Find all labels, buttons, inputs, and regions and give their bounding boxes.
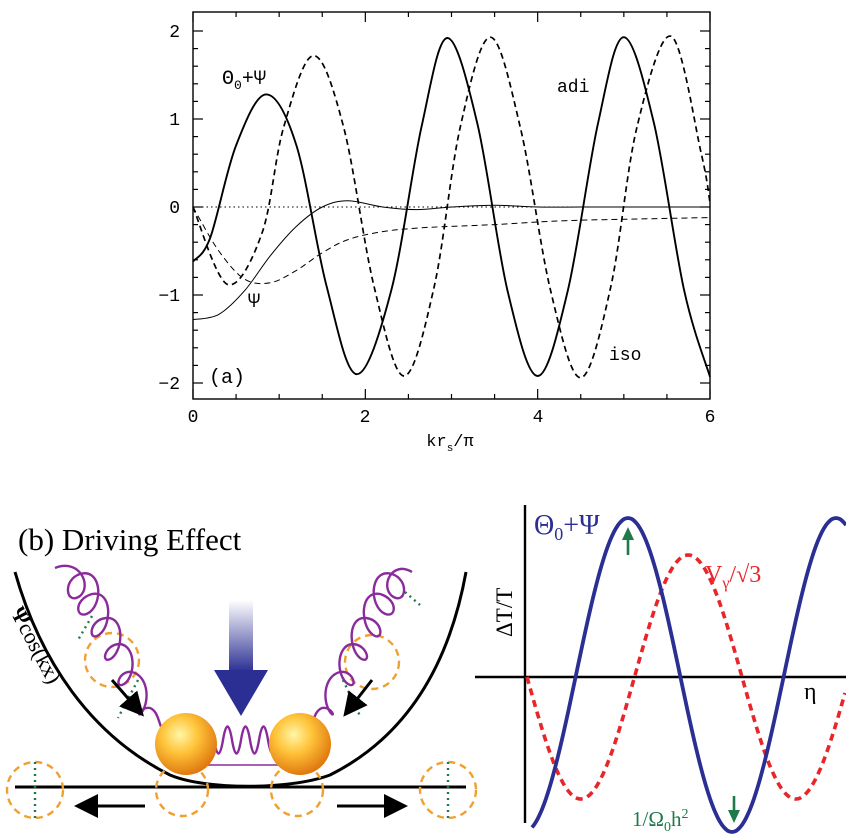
x-tick-label-0: 0 <box>188 408 199 428</box>
psi-label: Ψ <box>248 291 260 314</box>
green-dotted-lines <box>33 591 450 818</box>
x-tick-label-4: 4 <box>533 408 544 428</box>
adi-label: adi <box>557 78 589 98</box>
y-tick-label-0: 0 <box>169 199 180 219</box>
c-omega-label: 1/Ω0h2 <box>632 807 688 835</box>
black-arrows <box>74 679 408 818</box>
x-tick-label-2: 2 <box>360 408 371 428</box>
y-tick-label-1: 1 <box>169 111 180 131</box>
series-line-dashed-thin <box>192 206 711 285</box>
iso-label: iso <box>609 346 641 366</box>
series-line-solid-thick <box>192 36 711 378</box>
series-line-solid-thin <box>192 200 710 321</box>
series-line-dashed-thick <box>192 35 711 379</box>
axis-ticks <box>192 12 711 399</box>
x-tick-label-6: 6 <box>705 408 716 428</box>
panel-b-diagram: (b) Driving Effect Ψcos(kx) <box>6 522 478 820</box>
gravity-arrow <box>214 600 268 716</box>
velocity-curve <box>525 553 846 801</box>
plot-frame <box>192 11 711 400</box>
theta-plus-psi-label: Θ0+Ψ <box>222 68 266 93</box>
c-theta-label: Θ0+Ψ <box>534 510 600 544</box>
y-tick-label-2: 2 <box>169 23 180 43</box>
c-ylabel: ΔT/T <box>492 588 517 637</box>
theta-curve <box>530 516 846 834</box>
ball-right <box>269 713 331 775</box>
panel-a-chart: 2 1 0 −1 −2 0 2 4 6 krs/π Θ0+Ψ Ψ adi iso… <box>158 11 716 455</box>
y-tick-label-neg1: −1 <box>158 287 180 307</box>
panel-a-label: (a) <box>209 367 245 390</box>
y-tick-label-neg2: −2 <box>158 375 180 395</box>
green-arrows <box>622 527 740 823</box>
c-xlabel: η <box>804 679 817 705</box>
ball-left <box>155 713 217 775</box>
x-axis-label: krs/π <box>426 433 473 455</box>
potential-label: Ψcos(kx) <box>6 603 67 688</box>
series-group <box>192 35 711 379</box>
panel-b-title: (b) Driving Effect <box>18 522 242 557</box>
panel-c-chart: ΔT/T η Θ0+Ψ Vγ/√3 1/Ω0h2 <box>475 505 846 835</box>
c-velocity-label: Vγ/√3 <box>705 562 761 592</box>
